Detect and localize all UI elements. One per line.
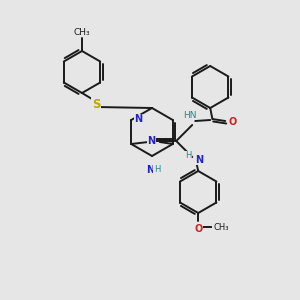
Text: N: N	[146, 165, 154, 175]
Text: O: O	[228, 117, 236, 127]
Text: N: N	[195, 155, 203, 165]
Text: CH₃: CH₃	[213, 223, 229, 232]
Text: H: H	[185, 152, 191, 160]
Text: O: O	[194, 224, 202, 234]
Text: CH₃: CH₃	[74, 28, 90, 37]
Text: O: O	[148, 136, 156, 146]
Text: S: S	[92, 98, 100, 110]
Text: H: H	[154, 165, 160, 174]
Text: HN: HN	[183, 111, 197, 120]
Text: N: N	[134, 114, 142, 124]
Text: N: N	[147, 136, 155, 146]
